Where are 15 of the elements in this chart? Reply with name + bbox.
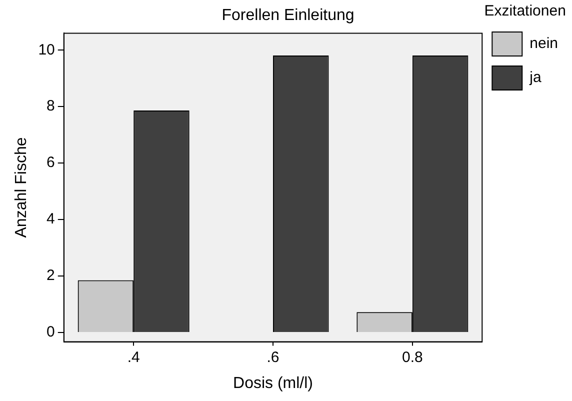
y-tick-label: 4 — [46, 210, 55, 228]
y-tick-label: 6 — [46, 154, 55, 172]
y-tick-label: 0 — [46, 324, 55, 341]
x-tick-label: 0.8 — [402, 348, 423, 366]
y-tick-label: 8 — [46, 98, 55, 115]
y-tick-label: 2 — [46, 267, 55, 284]
legend-title: Exzitationen — [484, 2, 566, 20]
chart-title: Forellen Einleitung — [222, 7, 354, 24]
x-axis-title: Dosis (ml/l) — [233, 374, 314, 392]
x-tick-label: .6 — [266, 348, 280, 366]
x-tick-label: .4 — [127, 348, 140, 366]
legend-label: nein — [530, 35, 558, 52]
y-axis-title: Anzahl Fische — [13, 137, 30, 238]
y-tick-label: 10 — [38, 41, 55, 58]
legend-label: ja — [528, 69, 542, 86]
